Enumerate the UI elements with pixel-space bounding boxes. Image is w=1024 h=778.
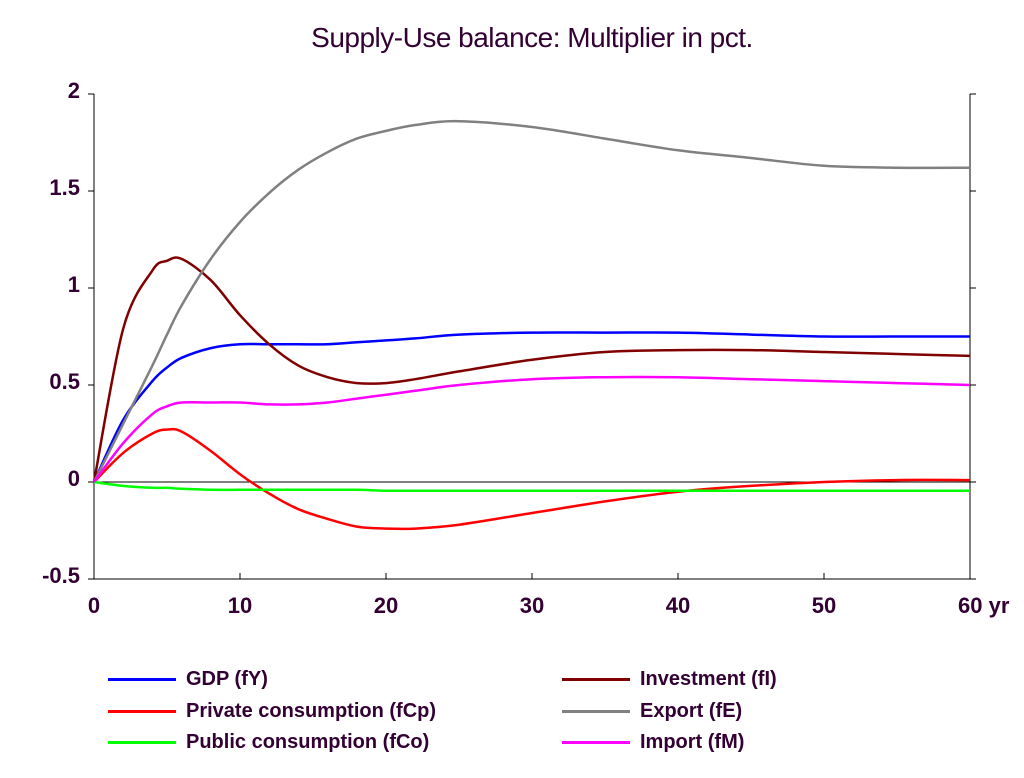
y-tick-label: -0.5 bbox=[42, 563, 80, 588]
x-tick-label: 60 yr bbox=[958, 593, 1010, 618]
x-tick-label: 0 bbox=[88, 593, 100, 618]
y-tick-label: 1.5 bbox=[49, 175, 80, 200]
y-tick-label: 2 bbox=[68, 78, 80, 103]
series-line-public-consumption-fco bbox=[93, 480, 971, 493]
tick-marks bbox=[88, 93, 976, 580]
chart-title: Supply-Use balance: Multiplier in pct. bbox=[311, 22, 753, 53]
tick-labels: -0.500.511.520 10 20 30 40 50 60 yr bbox=[42, 78, 1010, 618]
x-tick-label: 50 bbox=[812, 593, 836, 618]
y-tick-label: 0 bbox=[68, 466, 80, 491]
x-tick-label: 20 bbox=[374, 593, 398, 618]
series-lines bbox=[92, 119, 971, 531]
series-line-import-fm bbox=[93, 375, 971, 483]
x-tick-label: 40 bbox=[666, 593, 690, 618]
series-line-export-fe bbox=[92, 119, 971, 483]
y-tick-label: 1 bbox=[68, 272, 80, 297]
x-tick-label: 10 bbox=[228, 593, 252, 618]
x-tick-label: 30 bbox=[520, 593, 544, 618]
series-line-investment-fi bbox=[92, 256, 971, 483]
series-line-gdp-fy bbox=[92, 331, 970, 483]
series-line-private-consumption-fcp bbox=[93, 427, 971, 531]
y-tick-label: 0.5 bbox=[49, 369, 80, 394]
